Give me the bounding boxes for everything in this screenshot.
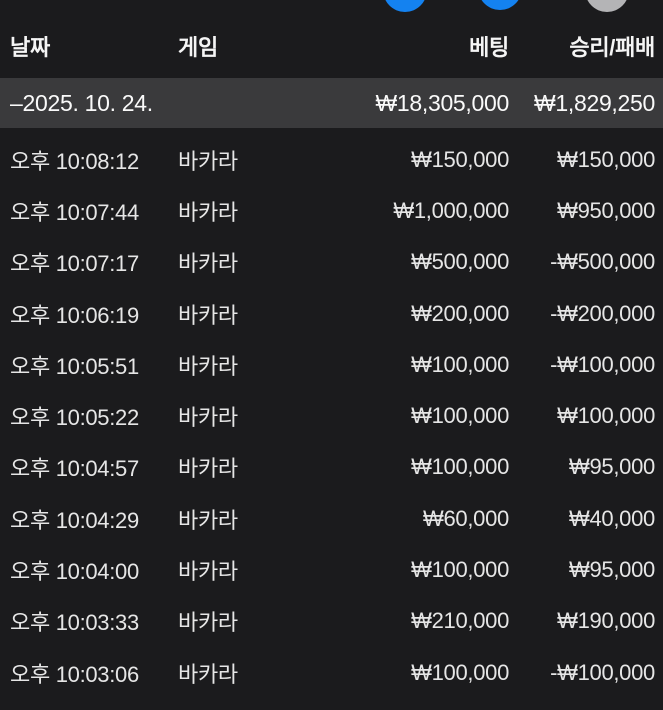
row-winloss: ₩95,000 [569,557,655,583]
row-game: 바카라 [178,251,238,277]
row-bet: ₩210,000 [411,608,509,634]
row-game: 바카라 [178,148,238,174]
blue-circle-button-1[interactable] [383,0,427,12]
row-bet: ₩100,000 [411,351,509,377]
table-row[interactable]: 오후 10:05:22 바카라 ₩100,000 ₩100,000 [0,390,663,441]
row-bet: ₩100,000 [411,557,509,583]
table-row[interactable]: 오후 10:05:51 바카라 ₩100,000 -₩100,000 [0,339,663,390]
table-row[interactable]: 오후 10:08:12 바카라 ₩150,000 ₩150,000 [0,134,663,185]
row-game: 바카라 [178,559,238,585]
blue-circle-button-2[interactable] [478,0,522,10]
row-time: 오후 10:04:00 [10,559,139,585]
row-game: 바카라 [178,302,238,328]
row-winloss: ₩190,000 [557,608,655,634]
row-time: 오후 10:06:19 [10,302,139,328]
table-row[interactable]: 오후 10:07:17 바카라 ₩500,000 -₩500,000 [0,237,663,288]
row-game: 바카라 [178,353,238,379]
table-row[interactable]: 오후 10:04:29 바카라 ₩60,000 ₩40,000 [0,493,663,544]
row-time: 오후 10:07:17 [10,251,139,277]
header-bet: 베팅 [469,35,509,60]
row-game: 바카라 [178,199,238,225]
row-winloss: -₩100,000 [550,659,655,685]
row-game: 바카라 [178,507,238,533]
row-winloss: -₩500,000 [550,249,655,275]
gray-circle-button[interactable] [585,0,629,12]
summary-date: –2025. 10. 24. [10,89,153,116]
row-time: 오후 10:03:06 [10,661,139,687]
row-time: 오후 10:05:22 [10,405,139,431]
summary-row[interactable]: –2025. 10. 24. ₩18,305,000 ₩1,829,250 [0,78,663,128]
summary-bet-total: ₩18,305,000 [375,89,509,116]
row-winloss: ₩100,000 [557,403,655,429]
row-bet: ₩500,000 [411,249,509,275]
top-toolbar [0,0,663,14]
row-time: 오후 10:04:29 [10,507,139,533]
row-game: 바카라 [178,405,238,431]
history-list: 오후 10:08:12 바카라 ₩150,000 ₩150,000 오후 10:07:4… [0,128,663,698]
row-time: 오후 10:05:51 [10,353,139,379]
header-winloss: 승리/패배 [569,35,655,60]
row-winloss: -₩200,000 [550,300,655,326]
row-winloss: ₩950,000 [557,197,655,223]
row-bet: ₩100,000 [411,454,509,480]
row-time: 오후 10:08:12 [10,148,139,174]
row-time: 오후 10:07:44 [10,199,139,225]
row-bet: ₩100,000 [411,659,509,685]
table-header-row: 날짜 게임 베팅 승리/패배 [0,14,663,78]
row-winloss: -₩100,000 [550,351,655,377]
row-bet: ₩200,000 [411,300,509,326]
table-row[interactable]: 오후 10:07:44 바카라 ₩1,000,000 ₩950,000 [0,185,663,236]
table-row[interactable]: 오후 10:03:06 바카라 ₩100,000 -₩100,000 [0,647,663,698]
row-time: 오후 10:03:33 [10,610,139,636]
row-winloss: ₩150,000 [557,146,655,172]
table-row[interactable]: 오후 10:04:57 바카라 ₩100,000 ₩95,000 [0,442,663,493]
row-bet: ₩1,000,000 [393,197,509,223]
row-bet: ₩60,000 [423,505,509,531]
row-time: 오후 10:04:57 [10,456,139,482]
row-bet: ₩150,000 [411,146,509,172]
table-row[interactable]: 오후 10:06:19 바카라 ₩200,000 -₩200,000 [0,288,663,339]
row-bet: ₩100,000 [411,403,509,429]
row-winloss: ₩40,000 [569,505,655,531]
row-game: 바카라 [178,456,238,482]
header-date: 날짜 [10,35,50,60]
header-game: 게임 [178,35,218,60]
row-winloss: ₩95,000 [569,454,655,480]
row-game: 바카라 [178,610,238,636]
table-row[interactable]: 오후 10:03:33 바카라 ₩210,000 ₩190,000 [0,596,663,647]
table-row[interactable]: 오후 10:04:00 바카라 ₩100,000 ₩95,000 [0,544,663,595]
summary-winloss-total: ₩1,829,250 [533,89,655,116]
row-game: 바카라 [178,661,238,687]
